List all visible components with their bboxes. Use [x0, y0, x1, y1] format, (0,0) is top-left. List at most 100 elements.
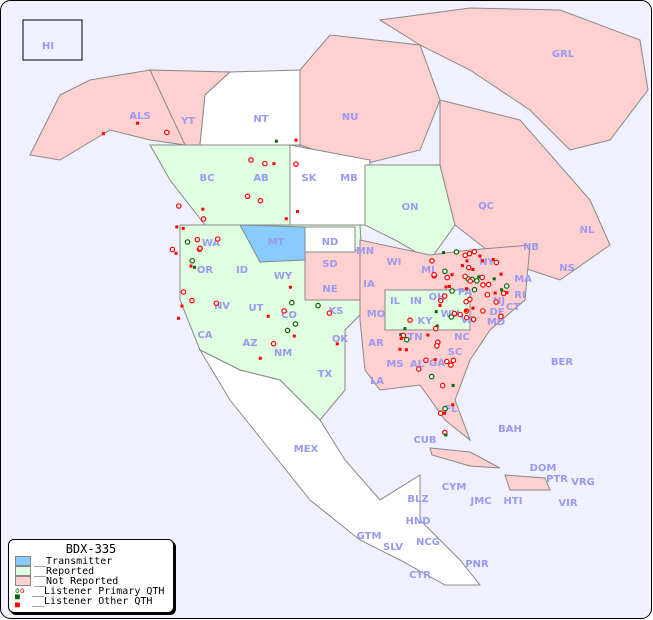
listener-other-qth-marker — [294, 138, 298, 142]
listener-other-qth-marker — [274, 139, 278, 143]
listener-primary-qth-marker — [449, 288, 455, 294]
region-label-wa: WA — [202, 238, 221, 249]
region-label-qc: QC — [478, 201, 494, 212]
listener-other-qth-marker — [136, 121, 140, 125]
listener-other-qth-marker — [426, 333, 430, 337]
listener-primary-qth-marker — [448, 362, 454, 368]
region-label-ga: GA — [429, 358, 445, 369]
listener-other-qth-marker — [266, 314, 270, 318]
listener-other-qth-marker — [444, 285, 448, 289]
listener-other-qth-marker — [492, 277, 496, 281]
listener-other-qth-marker — [464, 308, 468, 312]
listener-other-qth-marker — [292, 334, 296, 338]
listener-other-qth-marker — [447, 285, 451, 289]
legend-label: __Transmitter — [34, 555, 113, 567]
region-label-co: CO — [281, 310, 297, 321]
listener-primary-qth-marker — [326, 310, 333, 316]
listener-primary-qth-marker — [493, 299, 499, 305]
region-label-cym: CYM — [442, 482, 467, 493]
listener-primary-qth-marker — [441, 293, 448, 299]
region-label-id: ID — [236, 265, 248, 276]
listener-primary-qth-marker — [463, 298, 469, 305]
listener-primary-qth-marker — [439, 382, 446, 389]
listener-other-qth-marker — [499, 272, 503, 276]
region-label-nd: ND — [322, 237, 339, 248]
region-label-pnr: PNR — [465, 559, 489, 570]
region-label-ri: RI — [514, 290, 525, 301]
listener-primary-qth-marker — [444, 274, 451, 281]
region-label-grl: GRL — [552, 49, 575, 60]
land-mexico-central-america — [198, 348, 482, 586]
legend-label: __Not Reported — [34, 575, 119, 587]
listener-primary-qth-marker — [281, 308, 287, 314]
region-label-md: MD — [487, 317, 505, 328]
legend-item-not-reported: __Not Reported — [15, 575, 173, 587]
region-label-mex: MEX — [294, 444, 319, 455]
listener-primary-qth-marker — [428, 373, 435, 380]
region-label-mt: MT — [268, 237, 285, 248]
listener-primary-qth-marker — [292, 321, 299, 327]
region-label-sk: SK — [302, 173, 318, 184]
listener-primary-qth-marker — [431, 271, 437, 278]
region-label-pa: PA — [458, 287, 472, 298]
land-nunavut — [299, 34, 441, 166]
listener-primary-qth-marker — [484, 291, 491, 298]
region-label-wy: WY — [274, 271, 293, 282]
listener-primary-qth-marker — [400, 332, 407, 339]
region-label-ab: AB — [253, 173, 268, 184]
region-label-hi: HI — [42, 41, 54, 52]
listener-primary-qth-marker — [293, 161, 299, 168]
region-label-ns: NS — [559, 263, 575, 274]
region-label-ber: BER — [551, 357, 573, 368]
region-label-bah: BAH — [498, 424, 522, 435]
listener-primary-qth-marker — [284, 327, 291, 334]
listener-primary-qth-marker — [257, 197, 264, 204]
listener-primary-qth-marker — [213, 300, 220, 307]
hawaii-inset — [22, 19, 83, 61]
listener-primary-qth-marker — [437, 410, 444, 416]
region-label-ctr: CTR — [409, 570, 431, 581]
region-label-de: DE — [489, 307, 504, 318]
listener-other-qth-marker — [201, 207, 205, 211]
listener-primary-qth-marker — [315, 302, 321, 309]
listener-other-qth-marker — [399, 337, 403, 341]
legend-item-reported: __Reported — [15, 566, 173, 577]
listener-primary-qth-marker — [471, 286, 478, 293]
region-label-cub: CUB — [413, 435, 436, 446]
region-label-nc: NC — [454, 332, 470, 343]
listener-primary-qth-marker — [479, 274, 485, 281]
legend-item-other-qth: ■ ■ __Listener Other QTH — [15, 593, 173, 609]
listener-other-qth-marker — [398, 347, 402, 351]
listener-primary-qth-marker — [480, 282, 486, 288]
listener-other-qth-marker — [434, 310, 438, 314]
region-label-ks: KS — [329, 306, 344, 317]
region-label-nl: NL — [580, 225, 595, 236]
listener-primary-qth-marker — [442, 405, 448, 412]
listener-primary-qth-marker — [189, 297, 195, 304]
legend: BDX-335 __Transmitter __Reported __Not R… — [8, 539, 174, 613]
region-label-mb: MB — [340, 173, 358, 184]
listener-primary-qth-marker — [467, 296, 473, 302]
region-label-vrg: VRG — [571, 477, 595, 488]
region-label-fl: FL — [444, 404, 458, 415]
listener-other-qth-marker — [441, 251, 445, 255]
listener-primary-qth-marker — [450, 357, 457, 364]
region-label-gtm: GTM — [357, 531, 382, 542]
region-label-mo: MO — [367, 309, 385, 320]
region-label-yt: YT — [180, 116, 195, 127]
region-label-nu: NU — [342, 112, 359, 123]
listener-primary-qth-marker — [432, 325, 439, 332]
listener-other-qth-marker — [180, 304, 184, 308]
region-label-nj: NJ — [493, 296, 505, 307]
region-label-ct: CT — [506, 302, 520, 313]
listener-other-qth-marker — [500, 288, 504, 292]
region-label-ne: NE — [322, 284, 337, 295]
listener-primary-qth-marker — [423, 357, 429, 364]
listener-other-qth-marker — [471, 268, 475, 272]
listener-other-qth-marker — [258, 356, 262, 360]
listener-other-qth-marker — [295, 209, 299, 213]
listener-primary-qth-marker — [462, 252, 469, 259]
land-cuba — [429, 447, 501, 469]
region-label-als: ALS — [129, 111, 150, 122]
listener-primary-qth-marker — [403, 336, 410, 343]
